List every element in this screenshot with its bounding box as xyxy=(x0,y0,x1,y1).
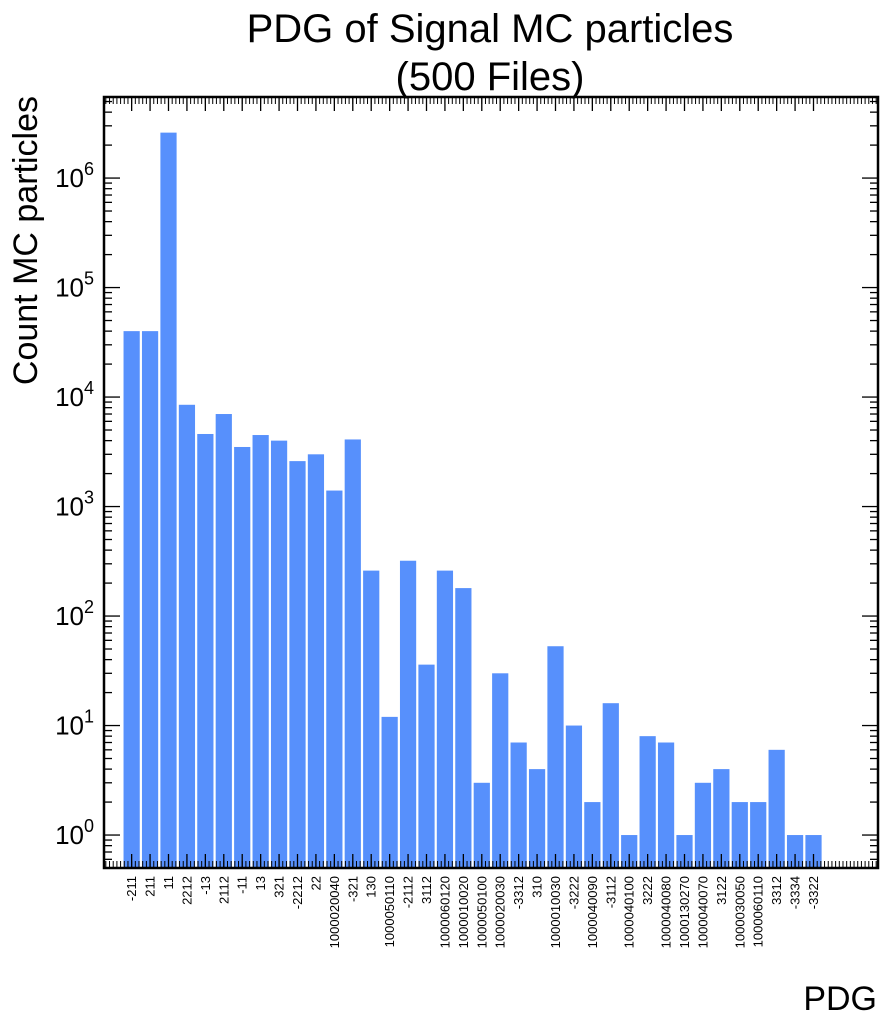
bar xyxy=(234,446,251,868)
chart-subtitle: (500 Files) xyxy=(396,55,585,99)
bar xyxy=(418,664,435,868)
x-tick-label: 211 xyxy=(143,876,158,897)
x-tick-label: 3122 xyxy=(714,876,729,905)
bar xyxy=(676,835,693,868)
x-tick-label: 321 xyxy=(272,876,287,898)
bar xyxy=(528,769,546,868)
y-axis-label: Count MC particles xyxy=(7,96,45,385)
x-tick-label: 1000040070 xyxy=(695,876,710,948)
bar xyxy=(639,736,656,868)
bar xyxy=(289,461,306,868)
x-tick-label: -3312 xyxy=(511,876,526,909)
bar xyxy=(141,331,159,868)
bar xyxy=(602,703,619,868)
x-tick-label: 1000130270 xyxy=(677,876,692,948)
bar xyxy=(621,835,638,868)
bar xyxy=(565,725,583,868)
bar xyxy=(768,749,785,868)
x-tick-label: 3222 xyxy=(640,876,655,905)
bar xyxy=(197,433,214,868)
x-tick-label: -3112 xyxy=(603,876,618,908)
x-tick-label: 13 xyxy=(253,876,268,890)
x-tick-label: -211 xyxy=(124,876,139,901)
x-tick-label: 2212 xyxy=(179,876,194,905)
bar xyxy=(270,440,288,868)
y-tick-label: 105 xyxy=(55,269,94,303)
bar xyxy=(326,490,343,868)
x-tick-label: 11 xyxy=(161,876,176,890)
bar xyxy=(473,782,490,868)
x-tick-label: 1000050100 xyxy=(474,876,489,948)
bar xyxy=(307,454,325,868)
y-tick-label: 104 xyxy=(55,378,94,412)
bar xyxy=(455,588,472,868)
plot-frame xyxy=(102,95,880,870)
bar xyxy=(584,802,601,868)
x-tick-label: -3334 xyxy=(788,876,803,909)
x-tick-label: 1000040080 xyxy=(659,876,674,948)
x-tick-label: 310 xyxy=(530,876,545,898)
bar xyxy=(657,742,675,868)
plot-area: 100 101 102 103 104 105 106 -211 211 11 2212 -13 211… xyxy=(55,97,878,948)
x-tick-label: 1000010030 xyxy=(548,876,563,948)
y-tick-label: 101 xyxy=(55,707,94,741)
x-tick-label: 3312 xyxy=(769,876,784,905)
x-tick-label: 1000010020 xyxy=(456,876,471,948)
bar xyxy=(344,439,361,868)
bar xyxy=(731,802,748,868)
bar xyxy=(123,331,140,868)
chart-title: PDG of Signal MC particles xyxy=(247,7,734,51)
x-tick-label: -3222 xyxy=(566,876,581,909)
x-tick-label: -2212 xyxy=(290,876,305,909)
y-tick-label: 106 xyxy=(55,159,94,193)
x-tick-label: 1000020030 xyxy=(493,876,508,948)
x-tick-label: -2112 xyxy=(401,876,416,908)
bar xyxy=(694,782,712,868)
x-tick-label: 1000020040 xyxy=(327,876,342,948)
bar xyxy=(805,835,822,868)
bar xyxy=(178,404,196,868)
x-tick-label: -11 xyxy=(235,876,250,894)
y-tick-label: 100 xyxy=(55,816,94,850)
bar xyxy=(160,132,177,868)
bar xyxy=(215,414,232,868)
bar xyxy=(399,560,417,868)
x-tick-label: 130 xyxy=(364,876,379,898)
bar xyxy=(381,716,398,868)
x-tick-label: -321 xyxy=(345,876,360,902)
bar xyxy=(547,646,564,868)
bar xyxy=(510,742,527,868)
x-tick-label: 1000050110 xyxy=(382,876,397,947)
x-tick-label: 1000040090 xyxy=(585,876,600,948)
x-tick-label: 1000030050 xyxy=(732,876,747,948)
x-tick-label: 22 xyxy=(308,876,323,890)
x-tick-label: -13 xyxy=(198,876,213,895)
x-tick-label: 1000040100 xyxy=(622,876,637,948)
bar xyxy=(750,802,767,868)
bar xyxy=(713,769,730,868)
y-tick-label: 102 xyxy=(55,597,94,631)
bar xyxy=(492,673,509,868)
bar xyxy=(252,435,269,868)
x-tick-label: 2112 xyxy=(216,876,231,904)
bar xyxy=(363,570,380,868)
x-tick-label: 1000060110 xyxy=(751,876,766,947)
x-axis-label: PDG xyxy=(803,980,877,1018)
x-tick-label: 3112 xyxy=(419,876,434,904)
y-tick-label: 103 xyxy=(55,488,94,522)
bar xyxy=(436,570,454,868)
x-tick-label: -3322 xyxy=(806,876,821,909)
x-tick-label: 1000060120 xyxy=(437,876,452,948)
bar xyxy=(786,835,804,868)
